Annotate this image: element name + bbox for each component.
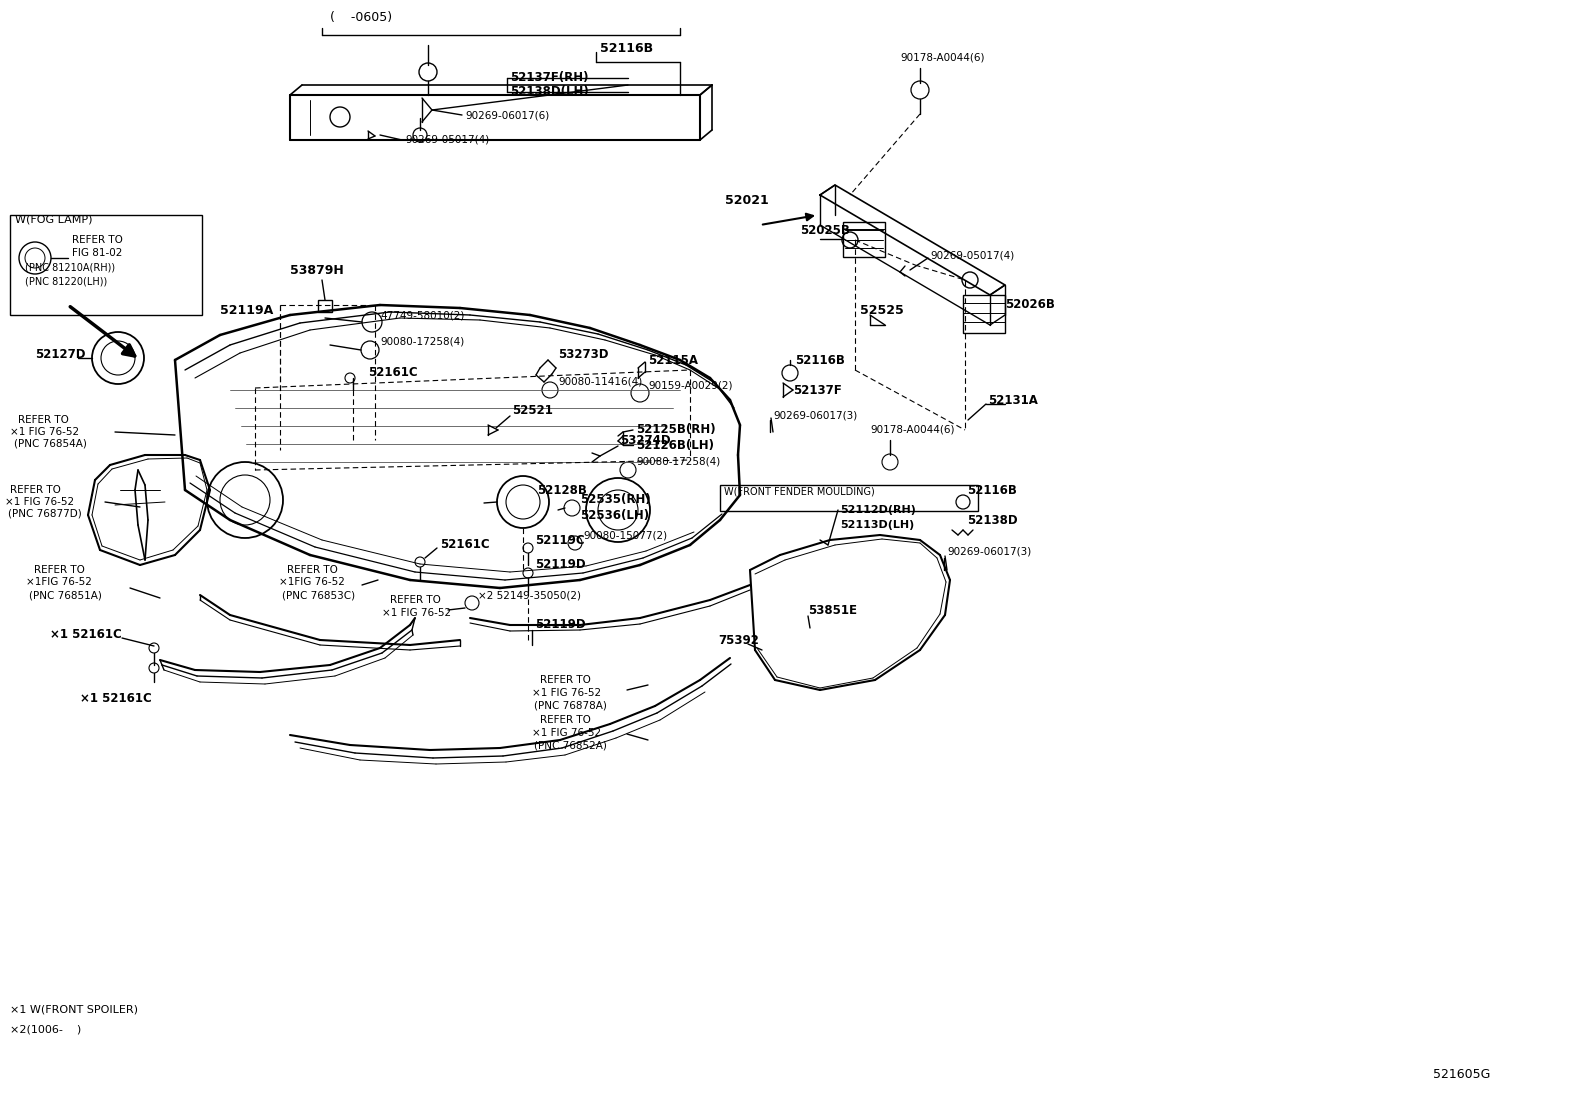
Text: 53273D: 53273D (559, 348, 608, 362)
Text: 90269-05017(4): 90269-05017(4) (930, 249, 1014, 260)
Text: 90178-A0044(6): 90178-A0044(6) (899, 53, 984, 63)
Text: 90269-06017(3): 90269-06017(3) (774, 410, 856, 420)
Text: (PNC 76851A): (PNC 76851A) (29, 590, 102, 600)
Text: 52521: 52521 (513, 403, 552, 417)
Text: (PNC 76854A): (PNC 76854A) (14, 439, 88, 449)
Text: 75392: 75392 (718, 633, 759, 646)
Text: 52161C: 52161C (368, 366, 417, 379)
Text: W(FRONT FENDER MOULDING): W(FRONT FENDER MOULDING) (724, 487, 874, 497)
Text: ×1 FIG 76-52: ×1 FIG 76-52 (5, 497, 75, 507)
Text: W(FOG LAMP): W(FOG LAMP) (14, 215, 92, 225)
Text: 90269-06017(3): 90269-06017(3) (947, 547, 1032, 557)
Text: REFER TO: REFER TO (540, 675, 591, 685)
Text: FIG 81-02: FIG 81-02 (72, 248, 123, 258)
Text: ×2 52149-35050(2): ×2 52149-35050(2) (478, 590, 581, 600)
Text: 52119D: 52119D (535, 558, 586, 571)
Text: 52119D: 52119D (535, 619, 586, 632)
Text: 90159-A0029(2): 90159-A0029(2) (648, 380, 732, 390)
Text: 90178-A0044(6): 90178-A0044(6) (869, 425, 955, 435)
Text: 52138D: 52138D (966, 513, 1017, 526)
Text: 52112D(RH): 52112D(RH) (841, 506, 915, 515)
Text: 90269-05017(4): 90269-05017(4) (404, 135, 489, 145)
Text: 90080-15077(2): 90080-15077(2) (583, 530, 667, 540)
Text: 52119A: 52119A (220, 303, 274, 317)
Text: 52128B: 52128B (537, 484, 587, 497)
Text: 52161C: 52161C (439, 539, 490, 552)
Text: 521605G: 521605G (1433, 1068, 1490, 1081)
Bar (720, 485, 977, 511)
Text: 52127D: 52127D (35, 348, 86, 362)
Text: 52116B: 52116B (794, 354, 845, 366)
Text: 53274D: 53274D (619, 433, 670, 446)
Bar (844, 222, 885, 257)
Text: ×1 FIG 76-52: ×1 FIG 76-52 (10, 428, 80, 437)
Text: (PNC 76877D): (PNC 76877D) (8, 509, 81, 519)
Text: (PNC 81210A(RH)): (PNC 81210A(RH)) (25, 263, 115, 273)
Text: 52131A: 52131A (989, 393, 1038, 407)
Text: (    -0605): ( -0605) (330, 11, 392, 24)
Text: REFER TO: REFER TO (18, 415, 68, 425)
Text: ×1FIG 76-52: ×1FIG 76-52 (25, 577, 92, 587)
Text: 53851E: 53851E (809, 603, 856, 617)
Text: 52119C: 52119C (535, 533, 584, 546)
Text: ×1 52161C: ×1 52161C (49, 629, 121, 642)
Text: 90269-06017(6): 90269-06017(6) (465, 110, 549, 120)
Text: 52025B: 52025B (801, 223, 850, 236)
Text: (PNC 76878A): (PNC 76878A) (533, 701, 607, 711)
Text: 53879H: 53879H (290, 264, 344, 277)
Text: (PNC 76853C): (PNC 76853C) (282, 590, 355, 600)
Text: (PNC 76852A): (PNC 76852A) (533, 741, 607, 751)
Bar (963, 295, 1005, 333)
Text: 52115A: 52115A (648, 354, 697, 366)
Text: 90080-17258(4): 90080-17258(4) (635, 457, 720, 467)
Text: (PNC 81220(LH)): (PNC 81220(LH)) (25, 277, 107, 287)
Text: ×1 W(FRONT SPOILER): ×1 W(FRONT SPOILER) (10, 1004, 139, 1015)
Text: 52138D(LH): 52138D(LH) (509, 86, 589, 99)
Text: 52536(LH): 52536(LH) (579, 509, 650, 522)
Text: REFER TO: REFER TO (390, 595, 441, 606)
Text: 90080-11416(4): 90080-11416(4) (559, 377, 642, 387)
Bar (318, 300, 333, 312)
Text: 52116B: 52116B (966, 484, 1017, 497)
Text: ×2(1006-    ): ×2(1006- ) (10, 1025, 81, 1035)
Text: ×1 FIG 76-52: ×1 FIG 76-52 (532, 728, 602, 739)
Text: 52021: 52021 (724, 193, 769, 207)
Text: 90080-17258(4): 90080-17258(4) (380, 337, 465, 347)
Text: 52137F(RH): 52137F(RH) (509, 71, 589, 85)
Text: REFER TO: REFER TO (33, 565, 84, 575)
Text: 52126B(LH): 52126B(LH) (635, 439, 713, 452)
Text: REFER TO: REFER TO (287, 565, 338, 575)
Text: 52535(RH): 52535(RH) (579, 493, 651, 507)
Text: 52137F: 52137F (793, 384, 842, 397)
Text: ×1 52161C: ×1 52161C (80, 691, 151, 704)
Text: 52026B: 52026B (1005, 299, 1055, 311)
Text: ×1FIG 76-52: ×1FIG 76-52 (279, 577, 345, 587)
Bar (10, 215, 202, 315)
Text: REFER TO: REFER TO (72, 235, 123, 245)
Text: 47749-58010(2): 47749-58010(2) (380, 310, 465, 320)
Text: 52125B(RH): 52125B(RH) (635, 423, 716, 436)
Text: ×1 FIG 76-52: ×1 FIG 76-52 (382, 608, 451, 618)
Text: 52113D(LH): 52113D(LH) (841, 520, 914, 530)
Text: REFER TO: REFER TO (10, 485, 60, 495)
Text: 52116B: 52116B (600, 42, 653, 55)
Text: ×1 FIG 76-52: ×1 FIG 76-52 (532, 688, 602, 698)
Text: REFER TO: REFER TO (540, 715, 591, 725)
Text: 52525: 52525 (860, 303, 904, 317)
